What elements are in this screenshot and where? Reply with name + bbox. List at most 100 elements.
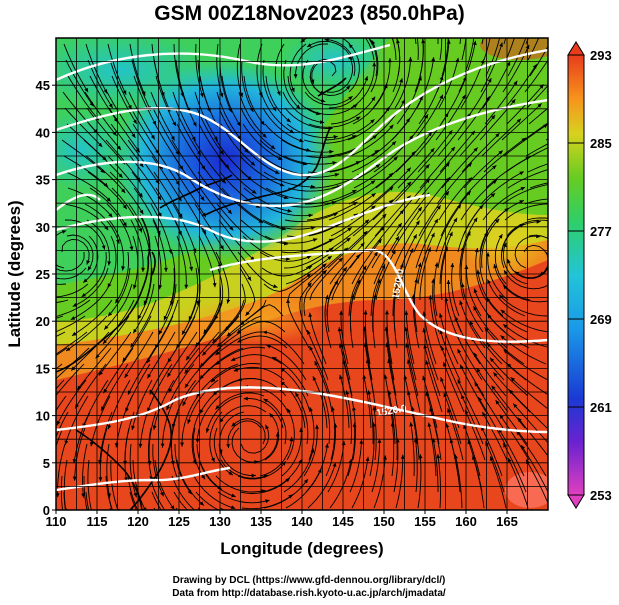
streamline bbox=[239, 267, 256, 316]
streamline-arrowhead bbox=[201, 474, 205, 480]
streamline bbox=[65, 171, 112, 202]
streamline bbox=[102, 299, 135, 345]
streamline bbox=[327, 134, 378, 157]
streamline bbox=[67, 75, 100, 121]
streamline-arrowhead bbox=[102, 339, 108, 344]
streamline bbox=[129, 43, 146, 96]
streamline-arrowhead bbox=[250, 161, 255, 166]
streamline-arrowhead bbox=[262, 330, 268, 335]
streamline bbox=[303, 134, 357, 144]
streamline-arrowhead bbox=[513, 80, 518, 86]
streamline-arrowhead bbox=[288, 494, 293, 499]
streamline bbox=[369, 422, 375, 477]
streamline-arrowhead bbox=[100, 168, 105, 173]
streamline-arrowhead bbox=[219, 418, 224, 423]
streamline bbox=[484, 327, 525, 365]
streamline-arrowhead bbox=[72, 331, 77, 336]
streamline-arrowhead bbox=[202, 351, 207, 356]
streamline bbox=[529, 182, 548, 189]
x-tick-labels: 110 115 120 125 130 135 140 145 150 155 160 165 bbox=[46, 510, 518, 529]
y-tick-label: 15 bbox=[36, 361, 50, 376]
streamline bbox=[65, 507, 67, 510]
streamline-arrowhead bbox=[36, 336, 41, 340]
streamline bbox=[154, 299, 179, 349]
streamline-arrowhead bbox=[276, 91, 281, 96]
streamline bbox=[295, 43, 328, 79]
streamline-arrowhead bbox=[309, 407, 313, 412]
streamline-arrowhead bbox=[532, 64, 537, 69]
streamline bbox=[263, 171, 316, 188]
streamline bbox=[100, 363, 129, 411]
streamline-arrowhead bbox=[143, 300, 148, 305]
streamline-arrowhead bbox=[178, 231, 182, 236]
streamline-arrowhead bbox=[306, 273, 311, 278]
streamline-arrowhead bbox=[446, 39, 451, 44]
streamline-arrowhead bbox=[440, 377, 444, 382]
streamline-arrowhead bbox=[78, 555, 82, 560]
streamline-arrowhead bbox=[330, 406, 335, 411]
streamline bbox=[64, 219, 106, 250]
streamline-arrowhead bbox=[473, 306, 478, 311]
streamline-arrowhead bbox=[221, 179, 226, 184]
streamline-arrowhead bbox=[107, 283, 112, 288]
streamline-arrowhead bbox=[487, 314, 492, 319]
x-axis-label: Longitude (degrees) bbox=[220, 539, 383, 558]
streamline bbox=[347, 422, 356, 477]
streamline-arrowhead bbox=[474, 382, 479, 387]
streamline bbox=[501, 103, 543, 141]
streamline bbox=[527, 163, 548, 173]
streamline-arrowhead bbox=[507, 363, 512, 368]
streamline-arrowhead bbox=[262, 133, 267, 138]
streamline-arrowhead bbox=[131, 551, 135, 555]
streamline bbox=[303, 227, 353, 253]
streamline-arrowhead bbox=[334, 280, 338, 285]
streamline bbox=[193, 475, 236, 509]
streamline-arrowhead bbox=[97, 539, 101, 544]
streamline-arrowhead bbox=[243, 526, 247, 530]
streamline-arrowhead bbox=[150, 135, 155, 140]
streamline-arrowhead bbox=[81, 293, 86, 297]
streamline-arrowhead bbox=[400, 454, 405, 459]
streamline bbox=[503, 270, 548, 290]
streamline-arrowhead bbox=[584, 71, 588, 75]
contour-line bbox=[56, 48, 548, 177]
streamline-arrowhead bbox=[61, 230, 67, 234]
streamline-arrowhead bbox=[147, 407, 151, 412]
streamline bbox=[461, 38, 467, 61]
streamline bbox=[373, 406, 377, 461]
streamline-arrowhead bbox=[425, 164, 430, 169]
streamline bbox=[309, 345, 331, 397]
streamline bbox=[330, 96, 376, 125]
streamline-arrowhead bbox=[439, 94, 443, 100]
x-tick-label: 120 bbox=[127, 514, 149, 529]
streamline-arrowhead bbox=[128, 390, 132, 395]
streamline-arrowhead bbox=[219, 150, 224, 155]
streamline-arrowhead bbox=[498, 234, 503, 239]
streamline-arrowhead bbox=[127, 104, 132, 110]
streamline-arrowhead bbox=[121, 266, 125, 271]
streamline-arrowhead bbox=[219, 92, 224, 98]
streamline-arrowhead bbox=[476, 269, 481, 275]
streamline bbox=[170, 251, 176, 306]
streamline-arrowhead bbox=[346, 85, 351, 90]
streamline bbox=[56, 427, 64, 448]
y-tick-label: 45 bbox=[36, 78, 50, 93]
streamline bbox=[386, 342, 397, 397]
streamline-arrowhead bbox=[450, 263, 455, 268]
streamline bbox=[71, 299, 113, 337]
streamline-arrowhead bbox=[521, 445, 525, 450]
streamline bbox=[514, 235, 541, 269]
streamline-arrowhead bbox=[263, 398, 268, 403]
streamline-arrowhead bbox=[320, 98, 326, 103]
streamline-arrowhead bbox=[461, 94, 466, 100]
streamline bbox=[392, 406, 398, 461]
streamline-arrowhead bbox=[182, 401, 187, 406]
streamline bbox=[339, 374, 350, 429]
streamline bbox=[526, 217, 548, 221]
streamline-arrowhead bbox=[131, 425, 135, 430]
streamline bbox=[284, 107, 333, 129]
streamline-arrowhead bbox=[401, 99, 405, 104]
streamline bbox=[458, 164, 497, 205]
streamline bbox=[305, 147, 359, 158]
streamline-arrowhead bbox=[389, 124, 394, 130]
